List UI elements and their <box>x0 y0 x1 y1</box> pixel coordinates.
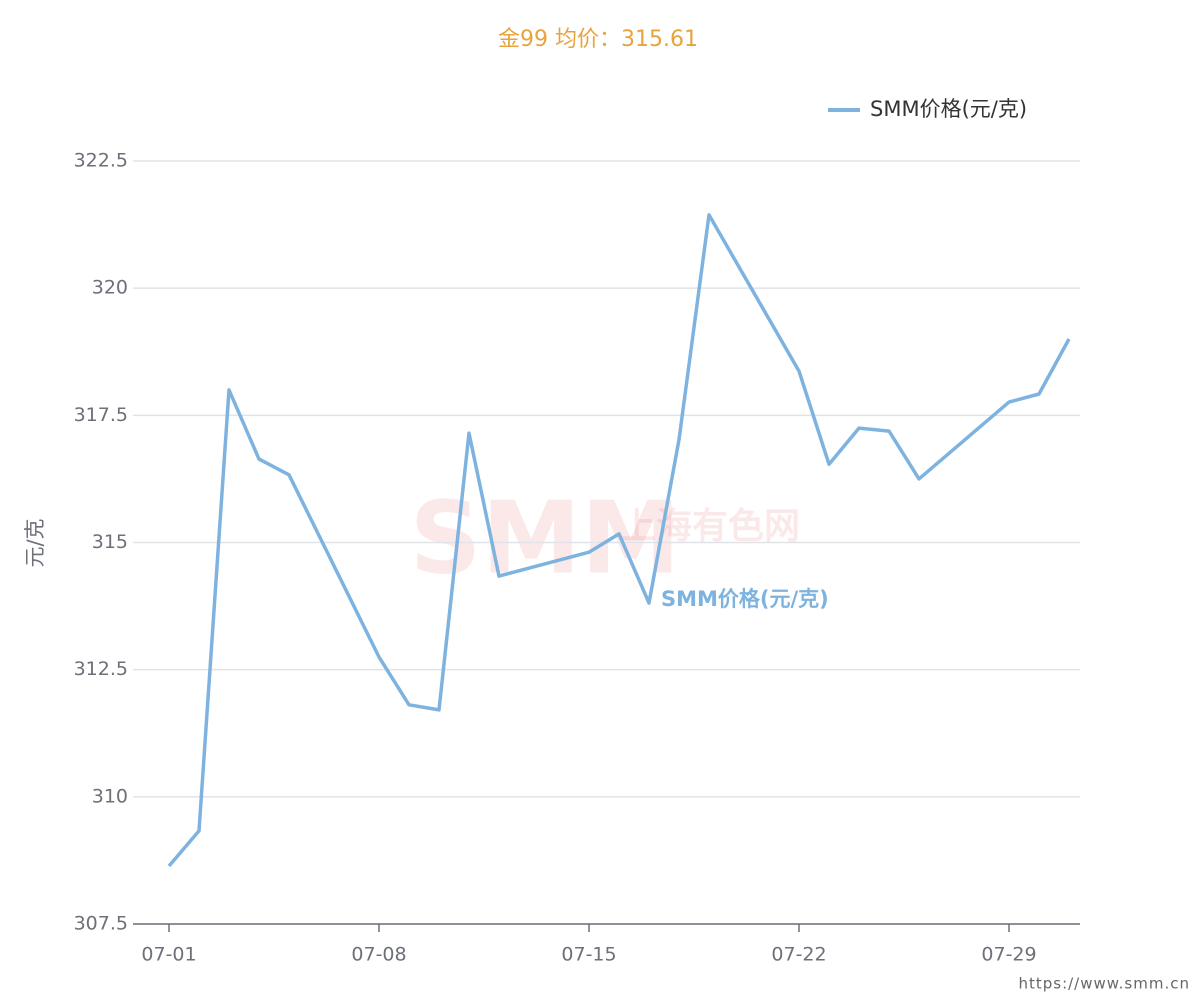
chart-title: 金99 均价：315.61 <box>498 27 698 52</box>
x-tick-label: 07-08 <box>351 944 406 966</box>
footer: https://www.smm.cn <box>1018 975 1190 993</box>
x-tick-label: 07-22 <box>771 944 826 966</box>
y-tick-label: 312.5 <box>74 658 128 680</box>
x-tick-label: 07-01 <box>141 944 196 966</box>
watermark: 上海有色网 <box>620 506 800 547</box>
y-tick-label: 307.5 <box>74 913 128 935</box>
y-tick-label: 310 <box>92 785 128 807</box>
x-tick-label: 07-15 <box>561 944 616 966</box>
y-tick-label: 315 <box>92 531 128 553</box>
legend-label: SMM价格(元/克) <box>870 97 1027 121</box>
y-axis-label: 元/克 <box>23 518 47 567</box>
x-tick-label: 07-29 <box>981 944 1036 966</box>
y-tick-label: 322.5 <box>74 150 128 172</box>
y-tick-label: 320 <box>92 277 128 299</box>
series-line <box>167 213 1071 868</box>
y-tick-label: 317.5 <box>74 404 128 426</box>
series-label: SMM价格(元/克) <box>661 587 829 611</box>
